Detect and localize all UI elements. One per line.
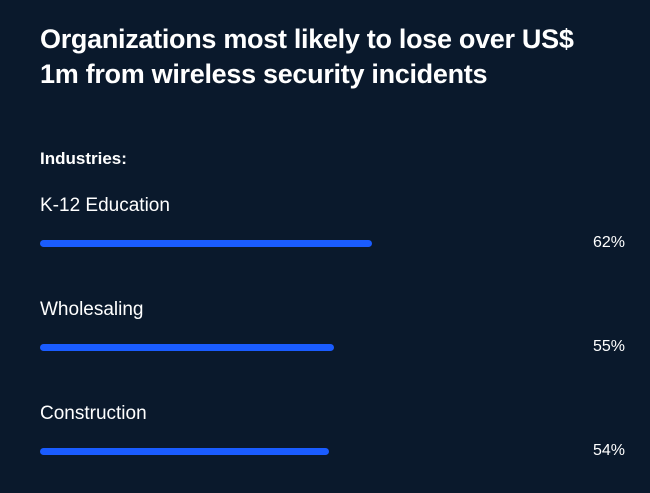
value-label: 54% [592,442,625,459]
bar [40,344,335,351]
value-label: 62% [592,234,625,251]
chart-subtitle: Industries: [40,149,127,168]
bar [40,240,372,247]
bar [40,448,329,455]
category-label: Construction [40,403,147,424]
category-label: Wholesaling [40,299,144,320]
value-label: 55% [592,338,625,355]
chart-title: Organizations most likely to lose over U… [40,24,574,89]
category-label: K-12 Education [40,195,170,216]
